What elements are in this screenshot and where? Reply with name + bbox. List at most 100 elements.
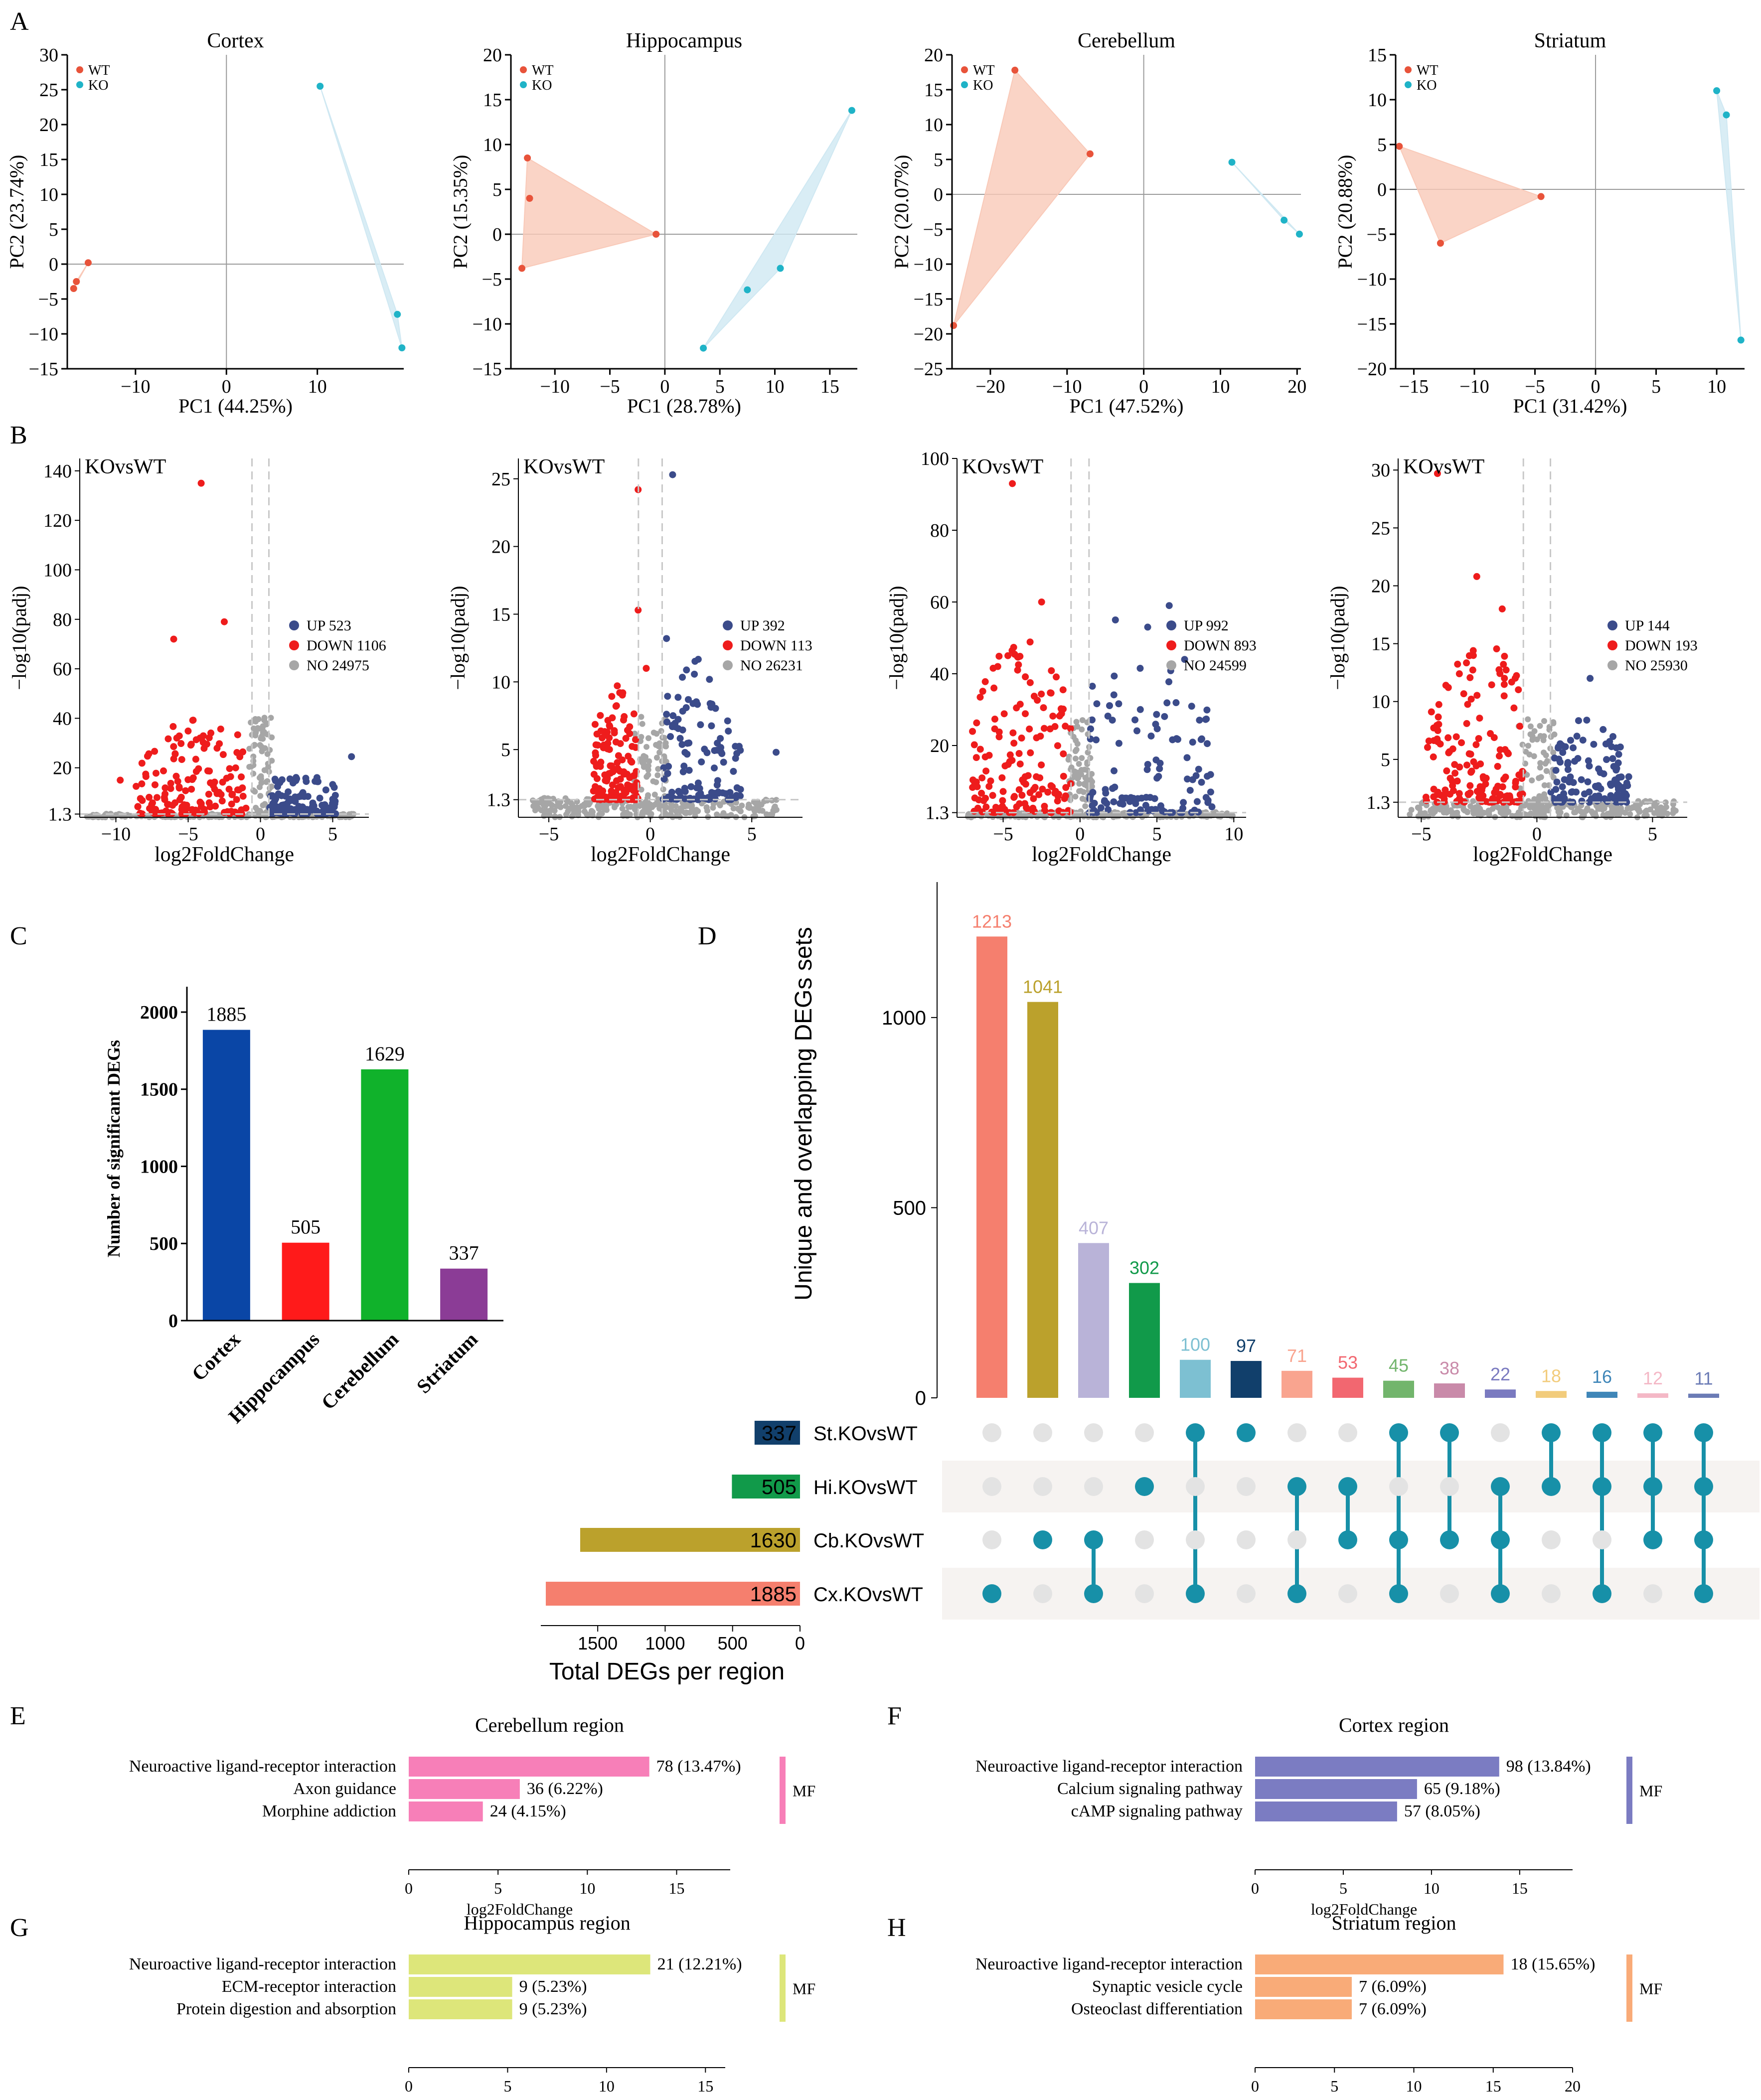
point-up: [714, 777, 721, 784]
point-up: [663, 711, 670, 718]
kegg-bar: [1255, 1779, 1417, 1799]
point-down: [1024, 772, 1032, 779]
point-down: [1453, 777, 1461, 785]
point-down: [1049, 712, 1057, 720]
point-up: [1578, 776, 1585, 783]
point-down: [189, 717, 196, 724]
point-down: [205, 790, 212, 798]
point-no: [1571, 809, 1578, 816]
point-up: [1143, 766, 1151, 773]
intersection-bar: [1688, 1393, 1719, 1398]
point-down: [1463, 761, 1471, 769]
point-down: [233, 796, 240, 803]
y-axis-label: −log10(padj): [885, 586, 908, 690]
legend-dot: [1607, 620, 1617, 630]
legend-dot-WT: [520, 66, 527, 73]
point-up: [1559, 749, 1567, 756]
y-tick-label: −10: [473, 314, 502, 335]
point-down: [138, 759, 146, 767]
point-down: [630, 710, 638, 718]
point-up: [272, 777, 279, 784]
point-no: [1541, 718, 1547, 724]
point-down: [1500, 681, 1508, 688]
point-up: [679, 674, 686, 681]
point-no: [1542, 760, 1549, 767]
point-no: [1527, 723, 1534, 730]
point-down: [979, 688, 986, 695]
x-axis-label: PC1 (44.25%): [178, 395, 293, 417]
x-tick-label: 10: [1224, 824, 1243, 845]
point-no: [622, 810, 628, 817]
point-up: [1197, 736, 1205, 743]
x-axis-label: PC1 (47.52%): [1070, 395, 1184, 417]
point-WT: [526, 195, 533, 202]
point-no: [739, 802, 745, 809]
point-down: [1031, 808, 1038, 815]
y-axis-label: −log10(padj): [8, 586, 30, 690]
point-no: [644, 809, 651, 815]
point-no: [1082, 774, 1089, 781]
point-no: [710, 800, 717, 807]
kegg-value-label: 24 (4.15%): [490, 1802, 566, 1820]
y-tick-label: 15: [39, 150, 58, 170]
point-down: [1015, 786, 1023, 793]
point-no: [246, 746, 253, 752]
intersection-bar: [1231, 1360, 1262, 1398]
point-no: [1627, 811, 1633, 817]
pca-title: Cerebellum: [1078, 29, 1175, 52]
point-down: [620, 770, 628, 778]
matrix-dot: [982, 1477, 1001, 1496]
bar-value-label: 505: [291, 1216, 320, 1238]
point-up: [1097, 804, 1105, 811]
point-down: [228, 800, 235, 808]
point-down: [178, 756, 185, 763]
point-down: [151, 748, 159, 755]
point-no: [530, 797, 536, 804]
set-size-bar: [732, 1475, 800, 1499]
volcano-hippocampus: 1.3 5 10 15 20 25 −5 0 5 log2FoldChange −log10(pad…: [447, 455, 812, 866]
point-no: [653, 754, 660, 761]
point-down: [626, 730, 634, 738]
point-down: [188, 806, 196, 813]
point-down: [1467, 695, 1475, 703]
x-tick-label: −5: [178, 824, 198, 845]
point-up: [1553, 778, 1561, 786]
point-no: [1651, 801, 1657, 807]
point-no: [1503, 804, 1509, 811]
legend-label-KO: KO: [532, 78, 552, 93]
point-down: [1040, 704, 1047, 712]
point-down: [1501, 675, 1508, 682]
point-no: [581, 801, 588, 808]
y-axis-label: −log10(padj): [447, 586, 469, 690]
y-tick-label: −10: [1357, 269, 1387, 290]
point-no: [1613, 811, 1619, 817]
matrix-dot: [1338, 1584, 1357, 1603]
mf-bracket: [1626, 1954, 1632, 2022]
point-down: [1053, 673, 1060, 681]
point-no: [1106, 812, 1112, 818]
point-no: [1495, 804, 1501, 811]
point-down: [1044, 788, 1052, 796]
point-down: [1030, 795, 1037, 802]
point-up: [711, 795, 719, 802]
point-no: [1430, 805, 1436, 812]
point-no: [650, 730, 657, 736]
matrix-dot: [1287, 1584, 1306, 1603]
point-up: [321, 804, 329, 812]
point-up: [708, 789, 715, 796]
point-KO: [1723, 111, 1730, 119]
x-tick-label: 5: [1330, 2077, 1338, 2095]
matrix-dot: [1237, 1477, 1256, 1496]
kegg-bar: [409, 1977, 512, 1997]
point-down: [133, 782, 140, 790]
point-no: [269, 734, 275, 741]
point-no: [645, 735, 651, 742]
matrix-dot: [1440, 1584, 1459, 1603]
point-no: [1618, 808, 1625, 815]
y-tick-label: 15: [491, 604, 510, 625]
point-down: [616, 689, 624, 697]
point-up: [718, 750, 726, 757]
point-up: [292, 774, 300, 781]
x-tick-label: 0: [256, 824, 265, 845]
